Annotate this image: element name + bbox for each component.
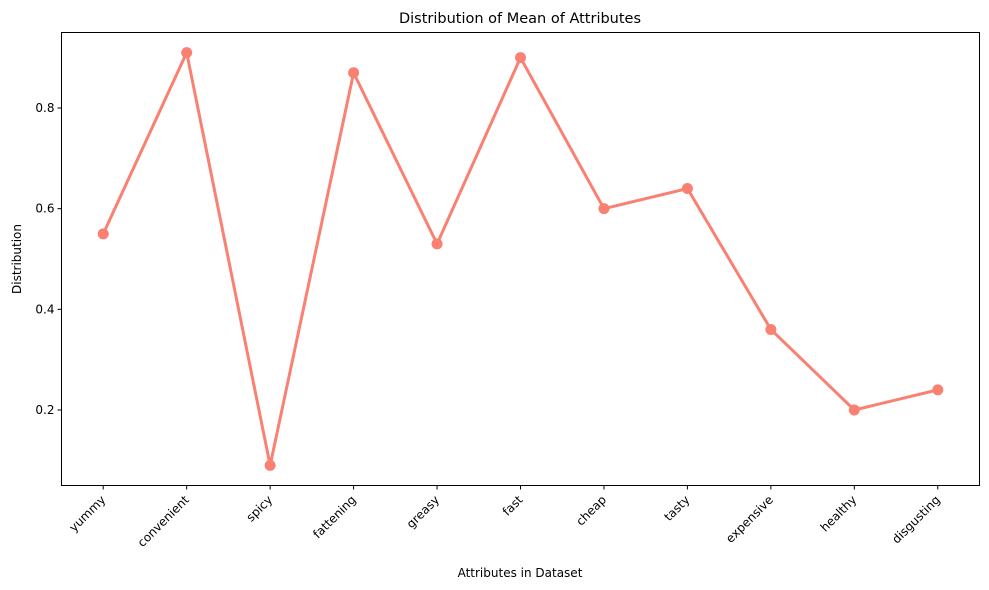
y-tick-label: 0.2	[35, 403, 54, 417]
data-point	[932, 384, 944, 396]
data-point	[97, 228, 109, 240]
x-tick-label: convenient	[135, 493, 192, 550]
x-tick-label: disgusting	[889, 493, 943, 547]
series-line-group	[97, 47, 944, 471]
y-axis-title: Distribution	[10, 224, 24, 294]
x-axis: yummy convenient spicy fattening greasy fast c…	[66, 485, 943, 550]
data-point	[765, 323, 777, 335]
y-axis: 0.2 0.4 0.6 0.8	[35, 101, 62, 417]
x-tick-label: yummy	[66, 493, 108, 535]
data-point	[515, 52, 526, 64]
x-tick-label: spicy	[244, 493, 276, 525]
x-axis-title: Attributes in Dataset	[458, 566, 583, 580]
y-tick-label: 0.6	[35, 202, 54, 216]
y-tick-label: 0.8	[35, 101, 54, 115]
x-tick-label: greasy	[404, 493, 442, 531]
plot-area	[61, 32, 980, 486]
x-tick-label: fattening	[310, 493, 358, 541]
x-tick-label: healthy	[818, 493, 860, 535]
data-point	[598, 203, 610, 215]
data-point	[348, 67, 360, 79]
data-point	[181, 47, 193, 59]
y-tick-label: 0.4	[35, 302, 54, 316]
x-tick-label: tasty	[661, 493, 692, 524]
data-point	[264, 459, 276, 471]
data-point	[848, 404, 860, 416]
x-tick-label: expensive	[723, 493, 776, 546]
x-tick-label: cheap	[573, 493, 609, 529]
data-point	[681, 183, 693, 195]
x-tick-label: fast	[500, 493, 526, 519]
series-line	[101, 51, 939, 467]
data-point	[431, 238, 443, 250]
chart-title: Distribution of Mean of Attributes	[399, 11, 641, 27]
